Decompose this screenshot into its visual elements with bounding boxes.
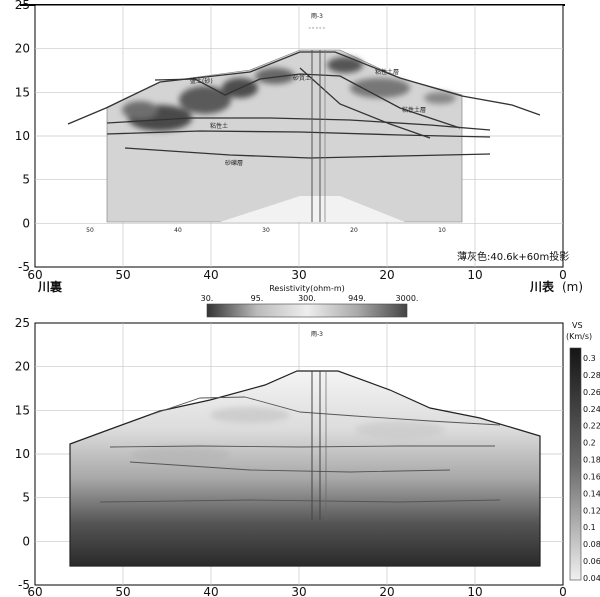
inner-scale-label: 20 — [350, 227, 358, 234]
y-tick-label: 5 — [22, 173, 30, 187]
vs-anomalies — [130, 407, 445, 464]
borehole-2 — [311, 371, 327, 520]
x-ticks: 60 50 40 30 20 10 0 — [27, 268, 566, 282]
x-left-label: 川裏 — [37, 279, 63, 294]
colorbar-tick-2: 0.1 — [583, 523, 596, 532]
colorbar-tick-2: 0.08 — [583, 540, 600, 549]
colorbar-tick: 95. — [251, 294, 264, 303]
x-tick-label: 50 — [115, 268, 130, 282]
x-tick-label: 0 — [559, 585, 567, 597]
x-tick-label: 10 — [467, 585, 482, 597]
inner-scale-label: 30 — [262, 227, 270, 234]
inner-scale-label: 50 — [86, 227, 94, 234]
x-tick-label: 10 — [467, 268, 482, 282]
y-tick-label: 15 — [15, 85, 30, 99]
y-tick-label: 25 — [15, 316, 30, 330]
layer-label: 粘性土層 — [402, 106, 426, 114]
inner-scale-label: 10 — [438, 227, 446, 234]
layer-label: 粘性土層 — [375, 68, 399, 76]
borehole — [311, 50, 326, 222]
colorbar-tick-2: 0.22 — [583, 422, 600, 431]
x-tick-label: 60 — [27, 268, 42, 282]
y-tick-label: 10 — [15, 447, 30, 461]
colorbar-tick-2: 0.24 — [583, 405, 600, 414]
inner-scale: 50 40 30 20 10 — [86, 227, 446, 234]
colorbar-tick-2: 0.14 — [583, 489, 600, 498]
colorbar-tick-2: 0.18 — [583, 456, 600, 465]
y-tick-label: 20 — [15, 42, 30, 56]
x-tick-label: 40 — [203, 585, 218, 597]
colorbar-title: Resistivity(ohm-m) — [269, 284, 345, 293]
vs-colorbar: VS (Km/s) 0.3 0.28 0.26 0.24 0.22 0.2 0.18 0.16… — [566, 321, 600, 583]
x-tick-label: 30 — [291, 585, 306, 597]
resistivity-colorbar: Resistivity(ohm-m) 30. 95. 300. 949. 3000. — [201, 284, 419, 318]
colorbar-unit: (Km/s) — [566, 332, 592, 341]
colorbar-tick-2: 0.12 — [583, 506, 600, 515]
colorbar-tick-2: 0.28 — [583, 371, 600, 380]
x-tick-label: 40 — [203, 268, 218, 282]
y-ticks-2: -5 0 5 10 15 20 25 — [15, 316, 30, 592]
colorbar-tick-2: 0.06 — [583, 557, 600, 566]
layer-boundaries-2 — [99, 396, 501, 503]
layer-boundaries — [67, 51, 541, 159]
y-tick-label: 5 — [22, 491, 30, 505]
colorbar-tick-2: 0.04 — [583, 574, 600, 583]
y-ticks: -5 0 5 10 15 20 25 — [15, 0, 30, 274]
borehole-note: ◦◦◦◦◦ — [308, 25, 326, 32]
layer-label: 粘性土 — [210, 122, 228, 130]
x-tick-label: 30 — [291, 268, 306, 282]
y-tick-label: 10 — [15, 129, 30, 143]
y-tick-label: 15 — [15, 403, 30, 417]
y-tick-label: 25 — [15, 0, 30, 12]
colorbar-tick: 300. — [298, 294, 316, 303]
y-tick-label: -5 — [18, 578, 30, 592]
colorbar-tick-2: 0.26 — [583, 388, 600, 397]
colorbar-tick-2: 0.3 — [583, 354, 596, 363]
borehole-label: 雨-3 — [311, 13, 323, 20]
y-tick-label: 0 — [22, 216, 30, 230]
borehole-label-2: 雨-3 — [311, 331, 323, 338]
y-tick-label: 0 — [22, 534, 30, 548]
colorbar-tick: 949. — [348, 294, 366, 303]
x-tick-label: 20 — [379, 268, 394, 282]
layer-label: 砂礫層 — [225, 159, 243, 167]
y-tick-label: -5 — [18, 260, 30, 274]
annotation: 薄灰色:40.6k+60m投影 — [457, 250, 569, 263]
colorbar-title-2: VS — [572, 321, 583, 330]
x-tick-label: 50 — [115, 585, 130, 597]
colorbar-tick: 3000. — [396, 294, 419, 303]
layer-label: 砂質土 — [293, 74, 311, 82]
colorbar-tick: 30. — [201, 294, 214, 303]
colorbar-tick-2: 0.2 — [583, 439, 596, 448]
x-tick-label: 20 — [379, 585, 394, 597]
x-tick-label: 0 — [559, 268, 567, 282]
vs-section — [69, 370, 541, 567]
x-unit: (m) — [562, 280, 583, 294]
y-tick-label: 20 — [15, 360, 30, 374]
layer-label: 盛土(砂) — [190, 77, 213, 85]
inner-scale-label: 40 — [174, 227, 182, 234]
x-ticks-2: 60 50 40 30 20 10 0 — [27, 585, 566, 597]
x-tick-label: 60 — [27, 585, 42, 597]
colorbar-tick-2: 0.16 — [583, 472, 600, 481]
resistivity-panel: 雨-3 ◦◦◦◦◦ 50 40 30 20 10 盛土(砂) 砂質土粘性土粘性土層粘性土層… — [15, 0, 583, 318]
x-right-label: 川表 — [529, 279, 555, 294]
resistivity-anomalies — [122, 57, 456, 131]
vs-panel: 雨-3 -5 0 5 10 15 20 25 60 50 40 30 20 10 0 VS (Km/s)… — [15, 316, 600, 597]
